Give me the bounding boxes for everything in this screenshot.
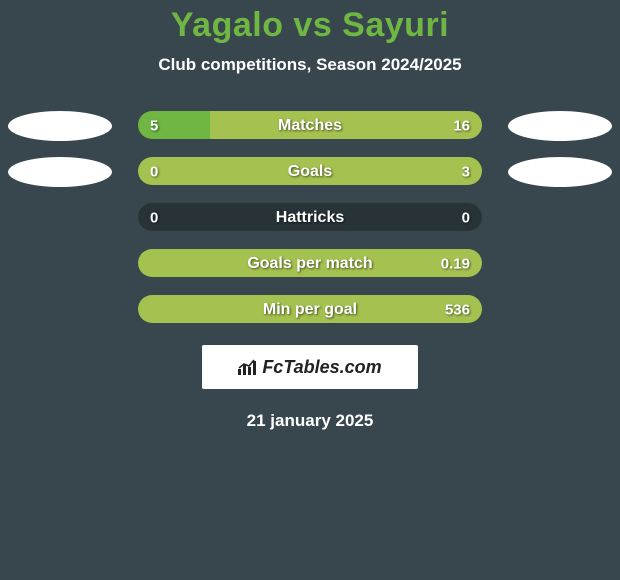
team-right-oval bbox=[508, 111, 612, 141]
site-badge-text: FcTables.com bbox=[262, 357, 381, 377]
stat-value-right: 536 bbox=[445, 302, 470, 319]
stat-metric-label: Hattricks bbox=[276, 209, 344, 227]
chart-icon bbox=[238, 347, 258, 391]
stat-metric-label: Goals bbox=[288, 163, 332, 181]
stat-value-right: 3 bbox=[462, 164, 470, 181]
stat-value-right: 0.19 bbox=[441, 256, 470, 273]
stat-row: 0 3 Goals bbox=[0, 157, 620, 187]
season-subtitle: Club competitions, Season 2024/2025 bbox=[0, 55, 620, 75]
stat-metric-label: Min per goal bbox=[263, 301, 357, 319]
stat-row: 536 Min per goal bbox=[0, 295, 620, 325]
team-left-oval bbox=[8, 111, 112, 141]
stat-value-right: 0 bbox=[462, 210, 470, 227]
page-title: Yagalo vs Sayuri bbox=[0, 0, 620, 45]
snapshot-date: 21 january 2025 bbox=[0, 411, 620, 431]
team-right-oval bbox=[508, 157, 612, 187]
comparison-card: Yagalo vs Sayuri Club competitions, Seas… bbox=[0, 0, 620, 580]
stat-value-left: 0 bbox=[150, 210, 158, 227]
stat-value-right: 16 bbox=[453, 118, 470, 135]
stat-value-left: 5 bbox=[150, 118, 158, 135]
stat-row: 0 0 Hattricks bbox=[0, 203, 620, 233]
stat-bars: 5 16 Matches 0 3 Goals 0 0 Hattricks 0.19 Goals pe… bbox=[0, 111, 620, 325]
stat-fill-right bbox=[210, 111, 482, 139]
site-badge: FcTables.com bbox=[202, 345, 418, 389]
stat-metric-label: Matches bbox=[278, 117, 342, 135]
stat-fill-left bbox=[138, 111, 210, 139]
team-left-oval bbox=[8, 157, 112, 187]
stat-metric-label: Goals per match bbox=[247, 255, 372, 273]
stat-row: 0.19 Goals per match bbox=[0, 249, 620, 279]
stat-value-left: 0 bbox=[150, 164, 158, 181]
stat-row: 5 16 Matches bbox=[0, 111, 620, 141]
